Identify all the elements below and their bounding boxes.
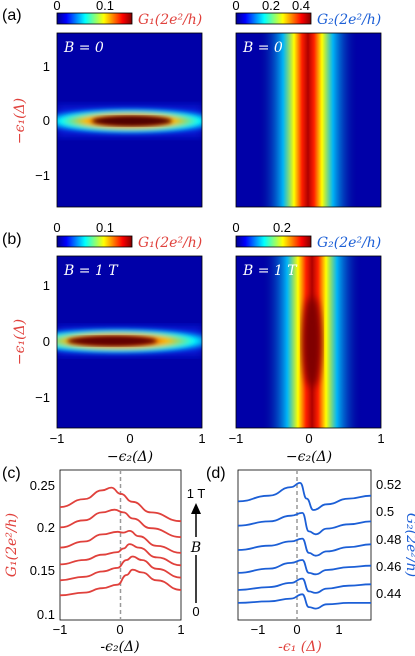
line-plot-d: 0.52 0.5 0.48 0.46 0.44 −1 0 1 -ϵ₁ (Δ) G…: [237, 469, 415, 655]
panel-label-c: (c): [2, 465, 21, 482]
panel-label-a: (a): [2, 7, 22, 24]
xtick: −1: [53, 622, 68, 637]
ytick: 0.46: [376, 559, 401, 574]
ytick: 0.2: [37, 520, 55, 535]
ylabel-eps1: −ϵ₁(Δ): [12, 98, 28, 144]
xtick: 0: [293, 622, 300, 637]
xtick: −1: [50, 431, 65, 446]
d-series-5: [237, 593, 371, 610]
c-series-1: [59, 508, 182, 538]
cbar-tick: 0.2: [262, 0, 280, 13]
heatmap-a-right: B = 0: [235, 32, 382, 208]
ytick: −1: [35, 168, 50, 183]
c-series-2: [59, 529, 182, 554]
colorbar-b-right: 0 0.2 G₂(2e²/h): [232, 220, 381, 251]
heatmap-a-left: B = 0: [56, 32, 203, 208]
ytick: 0.52: [376, 477, 401, 492]
ytick: −1: [35, 390, 50, 405]
panel-label-b: (b): [2, 231, 22, 248]
cbar-tick: 0: [232, 0, 239, 13]
c-series-4: [59, 555, 182, 582]
cbar-tick: 0.1: [96, 220, 114, 235]
c-series-0: [59, 486, 182, 523]
xlabel-eps2: −ϵ₂(Δ): [286, 449, 332, 465]
ytick: 0.44: [376, 586, 401, 601]
xtick: −1: [229, 431, 244, 446]
xtick: 0: [126, 431, 133, 446]
condition-label: B = 1 T: [63, 263, 119, 279]
xtick: −1: [251, 622, 266, 637]
c-series-5: [59, 568, 182, 597]
xtick: 0: [305, 431, 312, 446]
ylabel-eps1: −ϵ₁(Δ): [12, 319, 28, 365]
cbar-tick: 0: [232, 220, 239, 235]
d-series-group: [237, 481, 372, 610]
ytick: 0.1: [37, 607, 55, 622]
arrow-mid-label: B: [190, 540, 201, 556]
ytick: 0.25: [30, 478, 55, 493]
condition-label: B = 1 T: [242, 263, 298, 279]
colorbar-label-g2: G₂(2e²/h): [317, 235, 381, 251]
ytick: 1: [43, 278, 50, 293]
xtick: 0: [116, 622, 123, 637]
b-field-arrow: 1 T B 0: [187, 486, 206, 619]
d-series-0: [237, 481, 372, 511]
xtick: 1: [377, 431, 384, 446]
panel-label-d: (d): [206, 465, 226, 482]
xlabel-eps2: −ϵ₂(Δ): [107, 449, 153, 465]
cbar-tick: 0.2: [273, 220, 291, 235]
map-yaxis-b: 1 0 −1 −ϵ₁(Δ): [12, 278, 50, 405]
ytick: 0.5: [376, 504, 394, 519]
d-series-4: [237, 577, 372, 594]
c-ylabel: G₁(2e²/h): [4, 513, 20, 577]
colorbar-a-left: 0 0.1 G₁(2e²/h): [53, 0, 202, 28]
c-xlabel: -ϵ₂(Δ): [100, 639, 139, 655]
cbar-tick: 0.1: [96, 0, 114, 13]
condition-label: B = 0: [242, 40, 283, 56]
colorbar-label-g2: G₂(2e²/h): [317, 12, 381, 28]
c-series-group: [59, 486, 182, 597]
heatmap-b-left: B = 1 T: [56, 255, 203, 429]
ytick: 0: [43, 113, 50, 128]
d-series-1: [237, 511, 372, 536]
colorbar-label-g1: G₁(2e²/h): [138, 12, 202, 28]
condition-label: B = 0: [63, 40, 104, 56]
ytick: 0.48: [376, 532, 401, 547]
colorbar-b-left: 0 0.1 G₁(2e²/h): [53, 220, 202, 251]
cbar-tick: 0.4: [292, 0, 310, 13]
map-xaxis-b: −1 0 1 −1 0 1 −ϵ₂(Δ) −ϵ₂(Δ): [50, 431, 385, 465]
xtick: 1: [198, 431, 205, 446]
colorbar-a-right: 0 0.2 0.4 G₂(2e²/h): [232, 0, 381, 28]
xtick: 1: [177, 622, 184, 637]
map-yaxis-a: 1 0 −1 −ϵ₁(Δ): [12, 59, 50, 183]
line-plot-c: 0.25 0.2 0.15 0.1 −1 0 1 -ϵ₂(Δ) G₁(2e²/h…: [4, 469, 185, 655]
cbar-tick: 0: [53, 0, 60, 13]
d-series-2: [237, 537, 372, 557]
xtick: 1: [335, 622, 342, 637]
ytick: 1: [43, 59, 50, 74]
d-xlabel: -ϵ₁ (Δ): [278, 639, 322, 655]
arrow-top-label: 1 T: [187, 486, 206, 501]
cbar-tick: 0: [53, 220, 60, 235]
heatmap-b-right: B = 1 T: [235, 255, 382, 429]
ytick: 0: [43, 334, 50, 349]
arrow-bottom-label: 0: [192, 604, 199, 619]
d-ylabel: G₂(2e²/h): [403, 513, 415, 577]
ytick: 0.15: [30, 563, 55, 578]
colorbar-label-g1: G₁(2e²/h): [138, 235, 202, 251]
c-series-3: [59, 543, 182, 567]
d-series-3: [237, 559, 372, 576]
